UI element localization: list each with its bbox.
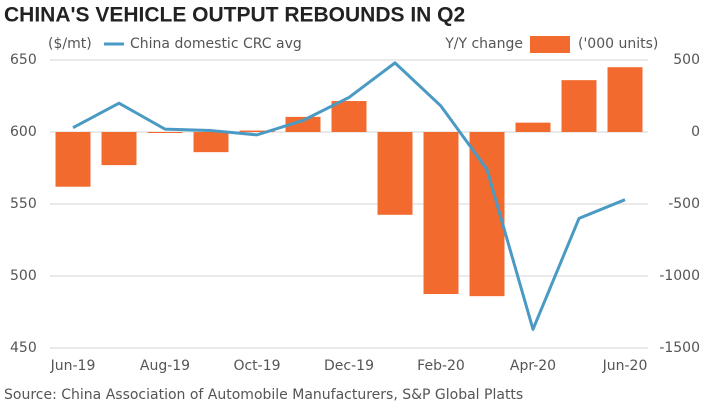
y-tick-label: 500 <box>10 268 37 284</box>
x-tick-label: Oct-19 <box>233 358 280 374</box>
bar <box>101 132 137 166</box>
y-tick-label: 600 <box>10 124 37 140</box>
bar <box>147 132 183 133</box>
x-tick-label: Jun-20 <box>602 358 648 374</box>
y2-axis-label: ('000 units) <box>578 36 658 52</box>
y-tick-label: 550 <box>10 196 37 212</box>
legend-label: China domestic CRC avg <box>130 36 302 52</box>
bar <box>331 101 367 132</box>
x-tick-label: Dec-19 <box>324 358 374 374</box>
bar <box>239 130 275 132</box>
bar <box>561 80 597 132</box>
bar <box>607 67 643 132</box>
x-tick-label: Jun-19 <box>50 358 96 374</box>
bar <box>377 132 413 215</box>
y-tick-label: 450 <box>10 340 37 356</box>
x-tick-label: Apr-20 <box>510 358 556 374</box>
bar <box>515 122 551 132</box>
y-axis-label: ($/mt) <box>48 36 92 52</box>
x-tick-label: Feb-20 <box>417 358 465 374</box>
source-note: Source: China Association of Automobile … <box>4 387 523 403</box>
y2-tick-label: -1000 <box>659 268 700 284</box>
legend-swatch <box>530 36 570 53</box>
x-tick-label: Aug-19 <box>140 358 190 374</box>
bar <box>55 132 91 187</box>
bar <box>423 132 459 294</box>
y2-tick-label: 0 <box>691 124 700 140</box>
y-tick-label: 650 <box>10 52 37 68</box>
bar <box>285 116 321 132</box>
y2-tick-label: -1500 <box>659 340 700 356</box>
bar <box>193 132 229 153</box>
legend-label: Y/Y change <box>444 36 523 52</box>
y2-tick-label: -500 <box>668 196 700 212</box>
line <box>72 61 626 331</box>
y2-tick-label: 500 <box>673 52 700 68</box>
chart-title: CHINA'S VEHICLE OUTPUT REBOUNDS IN Q2 <box>4 4 465 27</box>
